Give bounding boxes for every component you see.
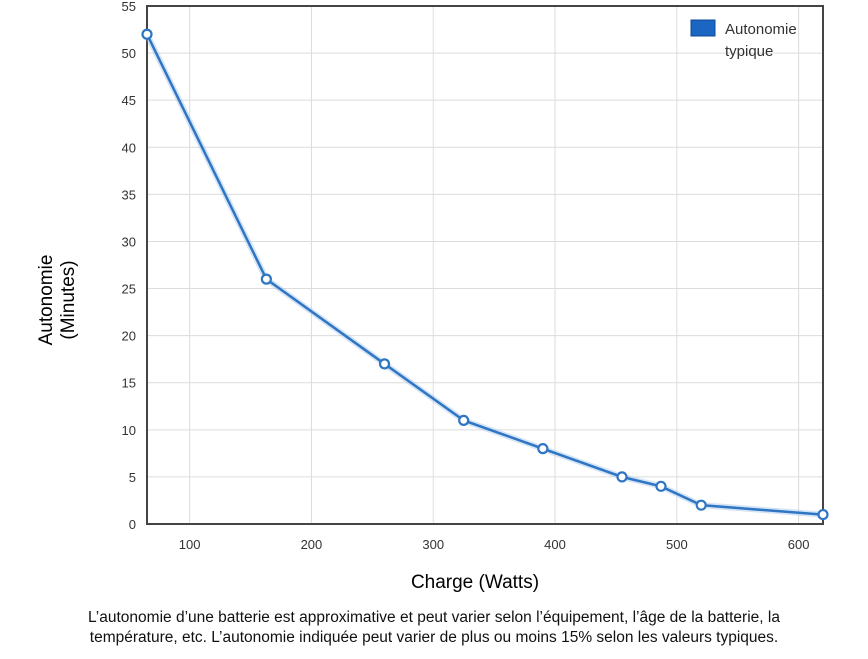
x-axis-tick-labels: 100 200 300 400 500 600: [179, 537, 810, 552]
x-tick-label: 100: [179, 537, 201, 552]
footnote: L’autonomie d’une batterie est approxima…: [0, 608, 868, 648]
legend-swatch: [690, 19, 716, 37]
x-tick-label: 300: [422, 537, 444, 552]
y-tick-label: 25: [122, 282, 136, 297]
y-axis-title-line-2: (Minutes): [58, 260, 79, 339]
y-tick-label: 35: [122, 187, 136, 202]
y-tick-label: 55: [122, 0, 136, 14]
footnote-line-2: température, etc. L’autonomie indiquée p…: [89, 629, 779, 646]
legend: Autonomie typique: [690, 19, 797, 60]
y-tick-label: 0: [129, 517, 136, 532]
y-tick-label: 40: [122, 140, 136, 155]
data-point: [378, 358, 391, 370]
y-tick-label: 50: [122, 46, 136, 61]
x-tick-label: 500: [666, 537, 688, 552]
data-point: [695, 499, 707, 511]
series-line: [145, 33, 824, 516]
y-tick-label: 5: [129, 470, 136, 485]
x-axis-title: Charge (Watts): [411, 572, 539, 593]
footnote-line-1: L’autonomie d’une batterie est approxima…: [88, 609, 780, 626]
data-point: [141, 28, 153, 40]
y-tick-label: 20: [122, 329, 136, 344]
x-tick-label: 600: [788, 537, 810, 552]
y-tick-label: 15: [122, 376, 136, 391]
runtime-chart: 0 5 10 15 20 25 30 35 40 45 50 55 100 200 300 400 500 60…: [36, 0, 829, 593]
y-axis-title: Autonomie (Minutes): [36, 255, 79, 346]
y-tick-label: 45: [122, 93, 136, 108]
plot-frame: [146, 5, 824, 525]
series-line-glow: [144, 32, 824, 518]
legend-label-line-1: Autonomie: [725, 21, 797, 38]
data-point: [260, 273, 272, 285]
data-point: [537, 443, 549, 455]
y-axis-title-line-1: Autonomie: [36, 255, 57, 346]
data-point: [616, 471, 628, 483]
series-layer: [141, 28, 829, 521]
x-tick-label: 400: [544, 537, 566, 552]
legend-label-line-2: typique: [725, 43, 773, 60]
x-tick-label: 200: [301, 537, 323, 552]
data-point: [655, 480, 667, 492]
y-tick-label: 10: [122, 423, 136, 438]
data-point: [458, 414, 470, 426]
y-tick-label: 30: [122, 234, 136, 249]
data-point: [817, 508, 829, 521]
y-axis-tick-labels: 0 5 10 15 20 25 30 35 40 45 50 55: [122, 0, 136, 532]
grid-lines: [147, 6, 823, 524]
